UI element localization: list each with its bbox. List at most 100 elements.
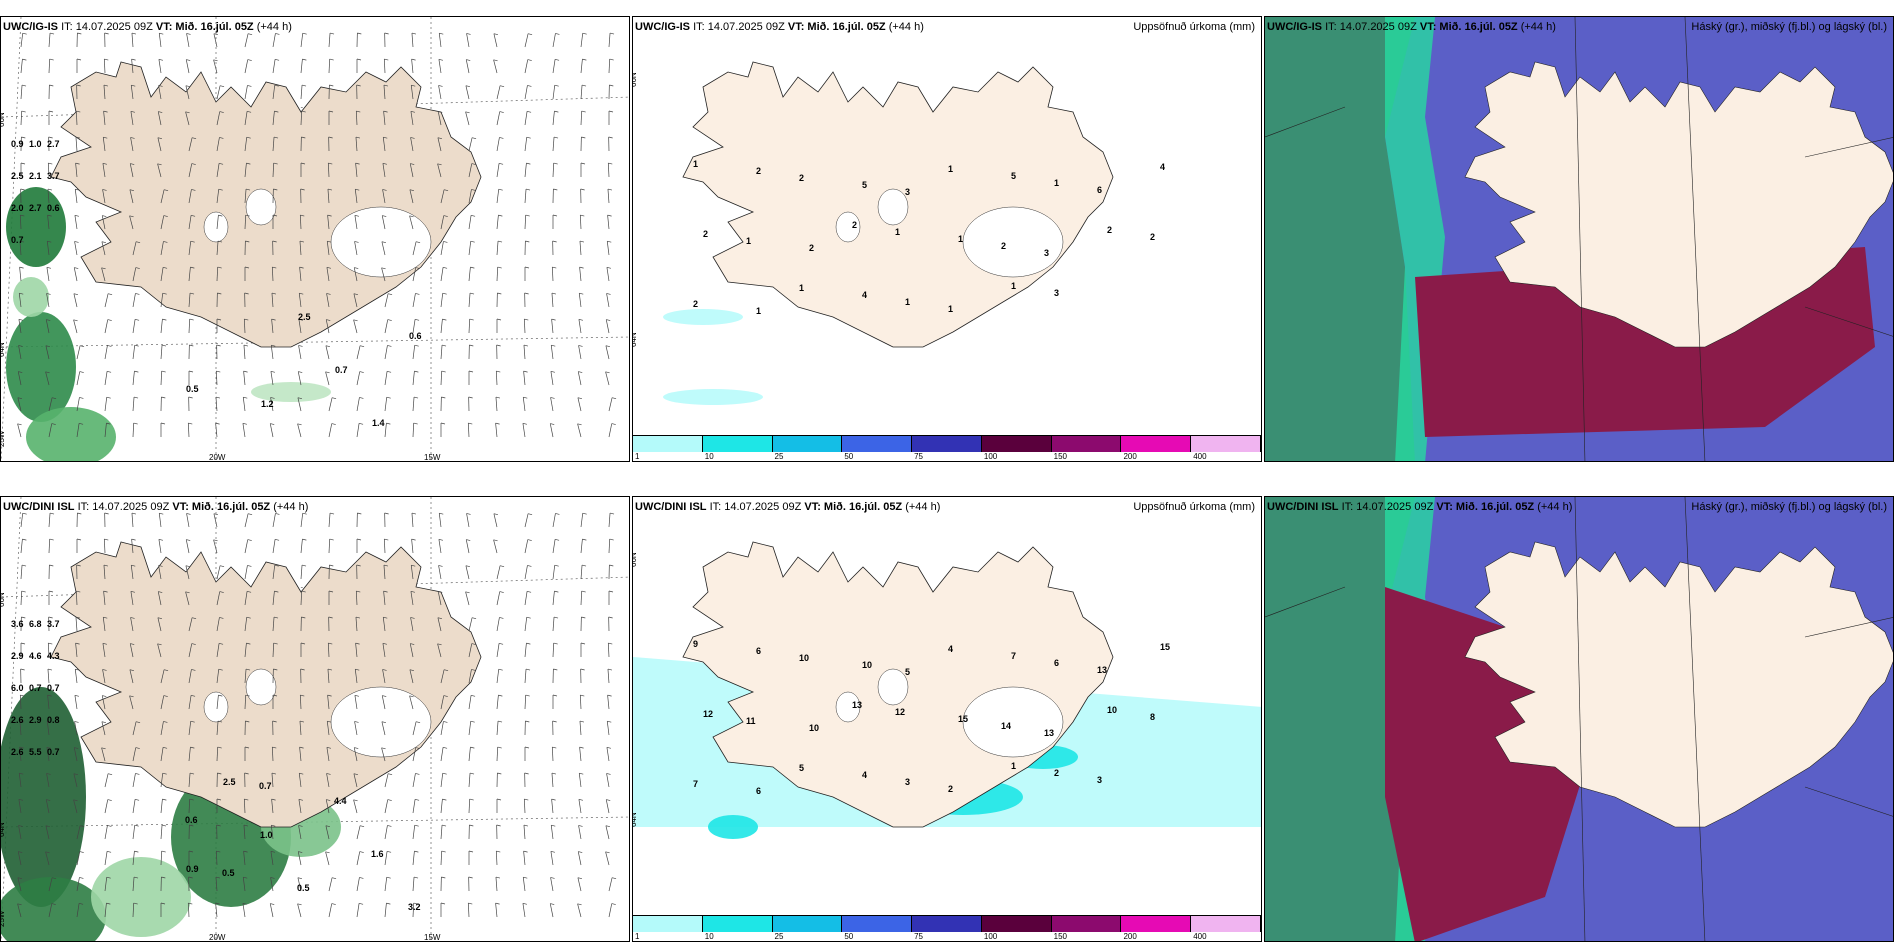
precip-value-label: 6 bbox=[756, 646, 761, 656]
glacier-langjokull bbox=[245, 668, 277, 706]
precip-value-label: 5 bbox=[799, 763, 804, 773]
field-title: Uppsöfnuð úrkoma (mm) bbox=[1133, 21, 1255, 33]
colorbar-swatch bbox=[842, 916, 913, 932]
precip-value-label: 1 bbox=[1054, 178, 1059, 188]
precip-colorbar: 1 10 25 50 75 100 150 200 400 bbox=[633, 915, 1261, 941]
wind-value-label: 2.6 bbox=[11, 747, 24, 757]
precip-value-label: 15 bbox=[958, 714, 968, 724]
precip-value-label: 8 bbox=[1150, 712, 1155, 722]
wind-map: 0.9 1.0 2.7 2.5 2.1 3.7 2.0 2.7 0.6 0.7 1.2 2.5 0.7 1… bbox=[1, 17, 629, 461]
lat-label-64n: 64N bbox=[1, 342, 6, 357]
precip-value-label: 3 bbox=[1097, 775, 1102, 785]
panel-title: UWC/DINI ISL IT: 14.07.2025 09Z VT: Mið.… bbox=[635, 501, 940, 513]
field-title: Uppsöfnuð úrkoma (mm) bbox=[1133, 501, 1255, 513]
init-time: IT: 14.07.2025 09Z bbox=[709, 501, 802, 513]
precip-value-label: 13 bbox=[1044, 728, 1054, 738]
colorbar-label: 150 bbox=[1053, 452, 1068, 461]
wind-value-label: 3.7 bbox=[47, 171, 60, 181]
panel-precip-igis: UWC/IG-IS IT: 14.07.2025 09Z VT: Mið. 16… bbox=[632, 16, 1262, 462]
panel-cloud-dini: UWC/DINI ISL IT: 14.07.2025 09Z VT: Mið.… bbox=[1264, 496, 1894, 942]
colorbar-swatch bbox=[702, 916, 773, 932]
wind-value-label: 2.1 bbox=[29, 171, 42, 181]
wind-value-label: 3.6 bbox=[11, 619, 24, 629]
precip-shade-1mm bbox=[663, 389, 763, 405]
wind-barbs bbox=[17, 512, 617, 918]
precip-value-label: 5 bbox=[862, 180, 867, 190]
field-title: Háský (gr.), miðský (fj.bl.) og lágský (… bbox=[1691, 21, 1887, 33]
precip-value-label: 2 bbox=[703, 229, 708, 239]
colorbar-swatch bbox=[981, 436, 1052, 452]
colorbar-label: 10 bbox=[704, 932, 714, 941]
colorbar-swatch bbox=[1191, 436, 1261, 452]
wind-value-label: 0.6 bbox=[185, 815, 198, 825]
precip-value-label: 1 bbox=[799, 283, 804, 293]
colorbar-swatch bbox=[1191, 916, 1261, 932]
panel-title: UWC/IG-IS IT: 14.07.2025 09Z VT: Mið. 16… bbox=[3, 21, 292, 33]
precip-value-label: 1 bbox=[905, 297, 910, 307]
wind-value-label: 0.8 bbox=[47, 715, 60, 725]
wind-value-label: 2.5 bbox=[298, 312, 311, 322]
colorbar-label: 200 bbox=[1123, 452, 1137, 461]
colorbar-swatch bbox=[1121, 916, 1192, 932]
precip-value-labels: 1 2 2 5 3 1 5 1 6 4 2 1 2 2 1 1 2 3 2 2 2 1 1 4 1 1 1 3 bbox=[693, 159, 1165, 316]
precip-value-label: 2 bbox=[1150, 232, 1155, 242]
glacier-langjokull bbox=[877, 188, 909, 226]
colorbar-label: 10 bbox=[704, 452, 714, 461]
wind-value-label: 0.7 bbox=[335, 365, 348, 375]
wind-value-label: 4.6 bbox=[29, 651, 42, 661]
lat-label-66n: 66N bbox=[633, 72, 638, 87]
panel-wind-dini: UWC/DINI ISL IT: 14.07.2025 09Z VT: Mið.… bbox=[0, 496, 630, 942]
glacier-hofsjokull bbox=[203, 211, 229, 243]
panel-title: UWC/DINI ISL IT: 14.07.2025 09Z VT: Mið.… bbox=[1267, 501, 1572, 513]
wind-value-label: 2.0 bbox=[11, 203, 24, 213]
colorbar-swatch bbox=[633, 916, 703, 932]
colorbar-label: 75 bbox=[914, 452, 924, 461]
graticule bbox=[1265, 497, 1893, 941]
wind-value-label: 1.2 bbox=[261, 399, 274, 409]
wind-value-label: 2.5 bbox=[11, 171, 24, 181]
precip-shading bbox=[6, 187, 331, 461]
precip-value-label: 10 bbox=[862, 660, 872, 670]
wind-value-label: 4.3 bbox=[47, 651, 60, 661]
panel-title: UWC/DINI ISL IT: 14.07.2025 09Z VT: Mið.… bbox=[3, 501, 308, 513]
wind-value-label: 0.5 bbox=[186, 384, 199, 394]
precip-value-label: 1 bbox=[958, 234, 963, 244]
precip-value-label: 4 bbox=[1160, 162, 1165, 172]
colorbar-swatch bbox=[842, 436, 913, 452]
wind-value-labels: 3.6 6.8 3.7 2.9 4.6 4.3 6.0 0.7 0.7 2.6 2.9 0.8 2.6 5… bbox=[11, 619, 421, 912]
precip-value-labels: 9610105476131512111013121514131087654321… bbox=[693, 639, 1170, 796]
wind-value-label: 6.0 bbox=[11, 683, 24, 693]
wind-value-label: 2.9 bbox=[11, 651, 24, 661]
precip-value-label: 2 bbox=[756, 166, 761, 176]
precip-value-label: 1 bbox=[948, 164, 953, 174]
wind-value-label: 0.7 bbox=[47, 683, 60, 693]
model-source: UWC/DINI ISL bbox=[635, 501, 707, 513]
colorbar-label: 50 bbox=[844, 932, 854, 941]
precip-value-label: 1 bbox=[693, 159, 698, 169]
wind-value-label: 0.5 bbox=[222, 868, 235, 878]
precip-value-label: 1 bbox=[895, 227, 900, 237]
wind-value-label: 2.6 bbox=[11, 715, 24, 725]
precip-value-label: 12 bbox=[703, 709, 713, 719]
colorbar-swatch bbox=[633, 436, 703, 452]
precip-value-label: 2 bbox=[1054, 768, 1059, 778]
wind-value-label: 3.2 bbox=[408, 902, 421, 912]
high-cloud-field bbox=[1265, 17, 1415, 461]
iceland-landmass bbox=[1464, 541, 1893, 828]
precip-value-label: 2 bbox=[1107, 225, 1112, 235]
panel-wind-igis: UWC/IG-IS IT: 14.07.2025 09Z VT: Mið. 16… bbox=[0, 16, 630, 462]
precip-value-label: 14 bbox=[1001, 721, 1011, 731]
wind-value-label: 2.7 bbox=[47, 139, 60, 149]
wind-value-label: 6.8 bbox=[29, 619, 42, 629]
precip-shade-1mm bbox=[663, 309, 743, 325]
colorbar-label: 25 bbox=[774, 452, 784, 461]
precip-value-label: 10 bbox=[799, 653, 809, 663]
precip-value-label: 3 bbox=[1044, 248, 1049, 258]
wind-barbs bbox=[17, 32, 617, 438]
cloud-map bbox=[1265, 497, 1893, 941]
wind-value-label: 0.7 bbox=[29, 683, 42, 693]
lat-label-66n: 66N bbox=[633, 552, 638, 567]
glacier-langjokull bbox=[877, 668, 909, 706]
valid-time: VT: Mið. 16.júl. 05Z bbox=[155, 21, 254, 33]
colorbar-label: 100 bbox=[983, 452, 998, 461]
